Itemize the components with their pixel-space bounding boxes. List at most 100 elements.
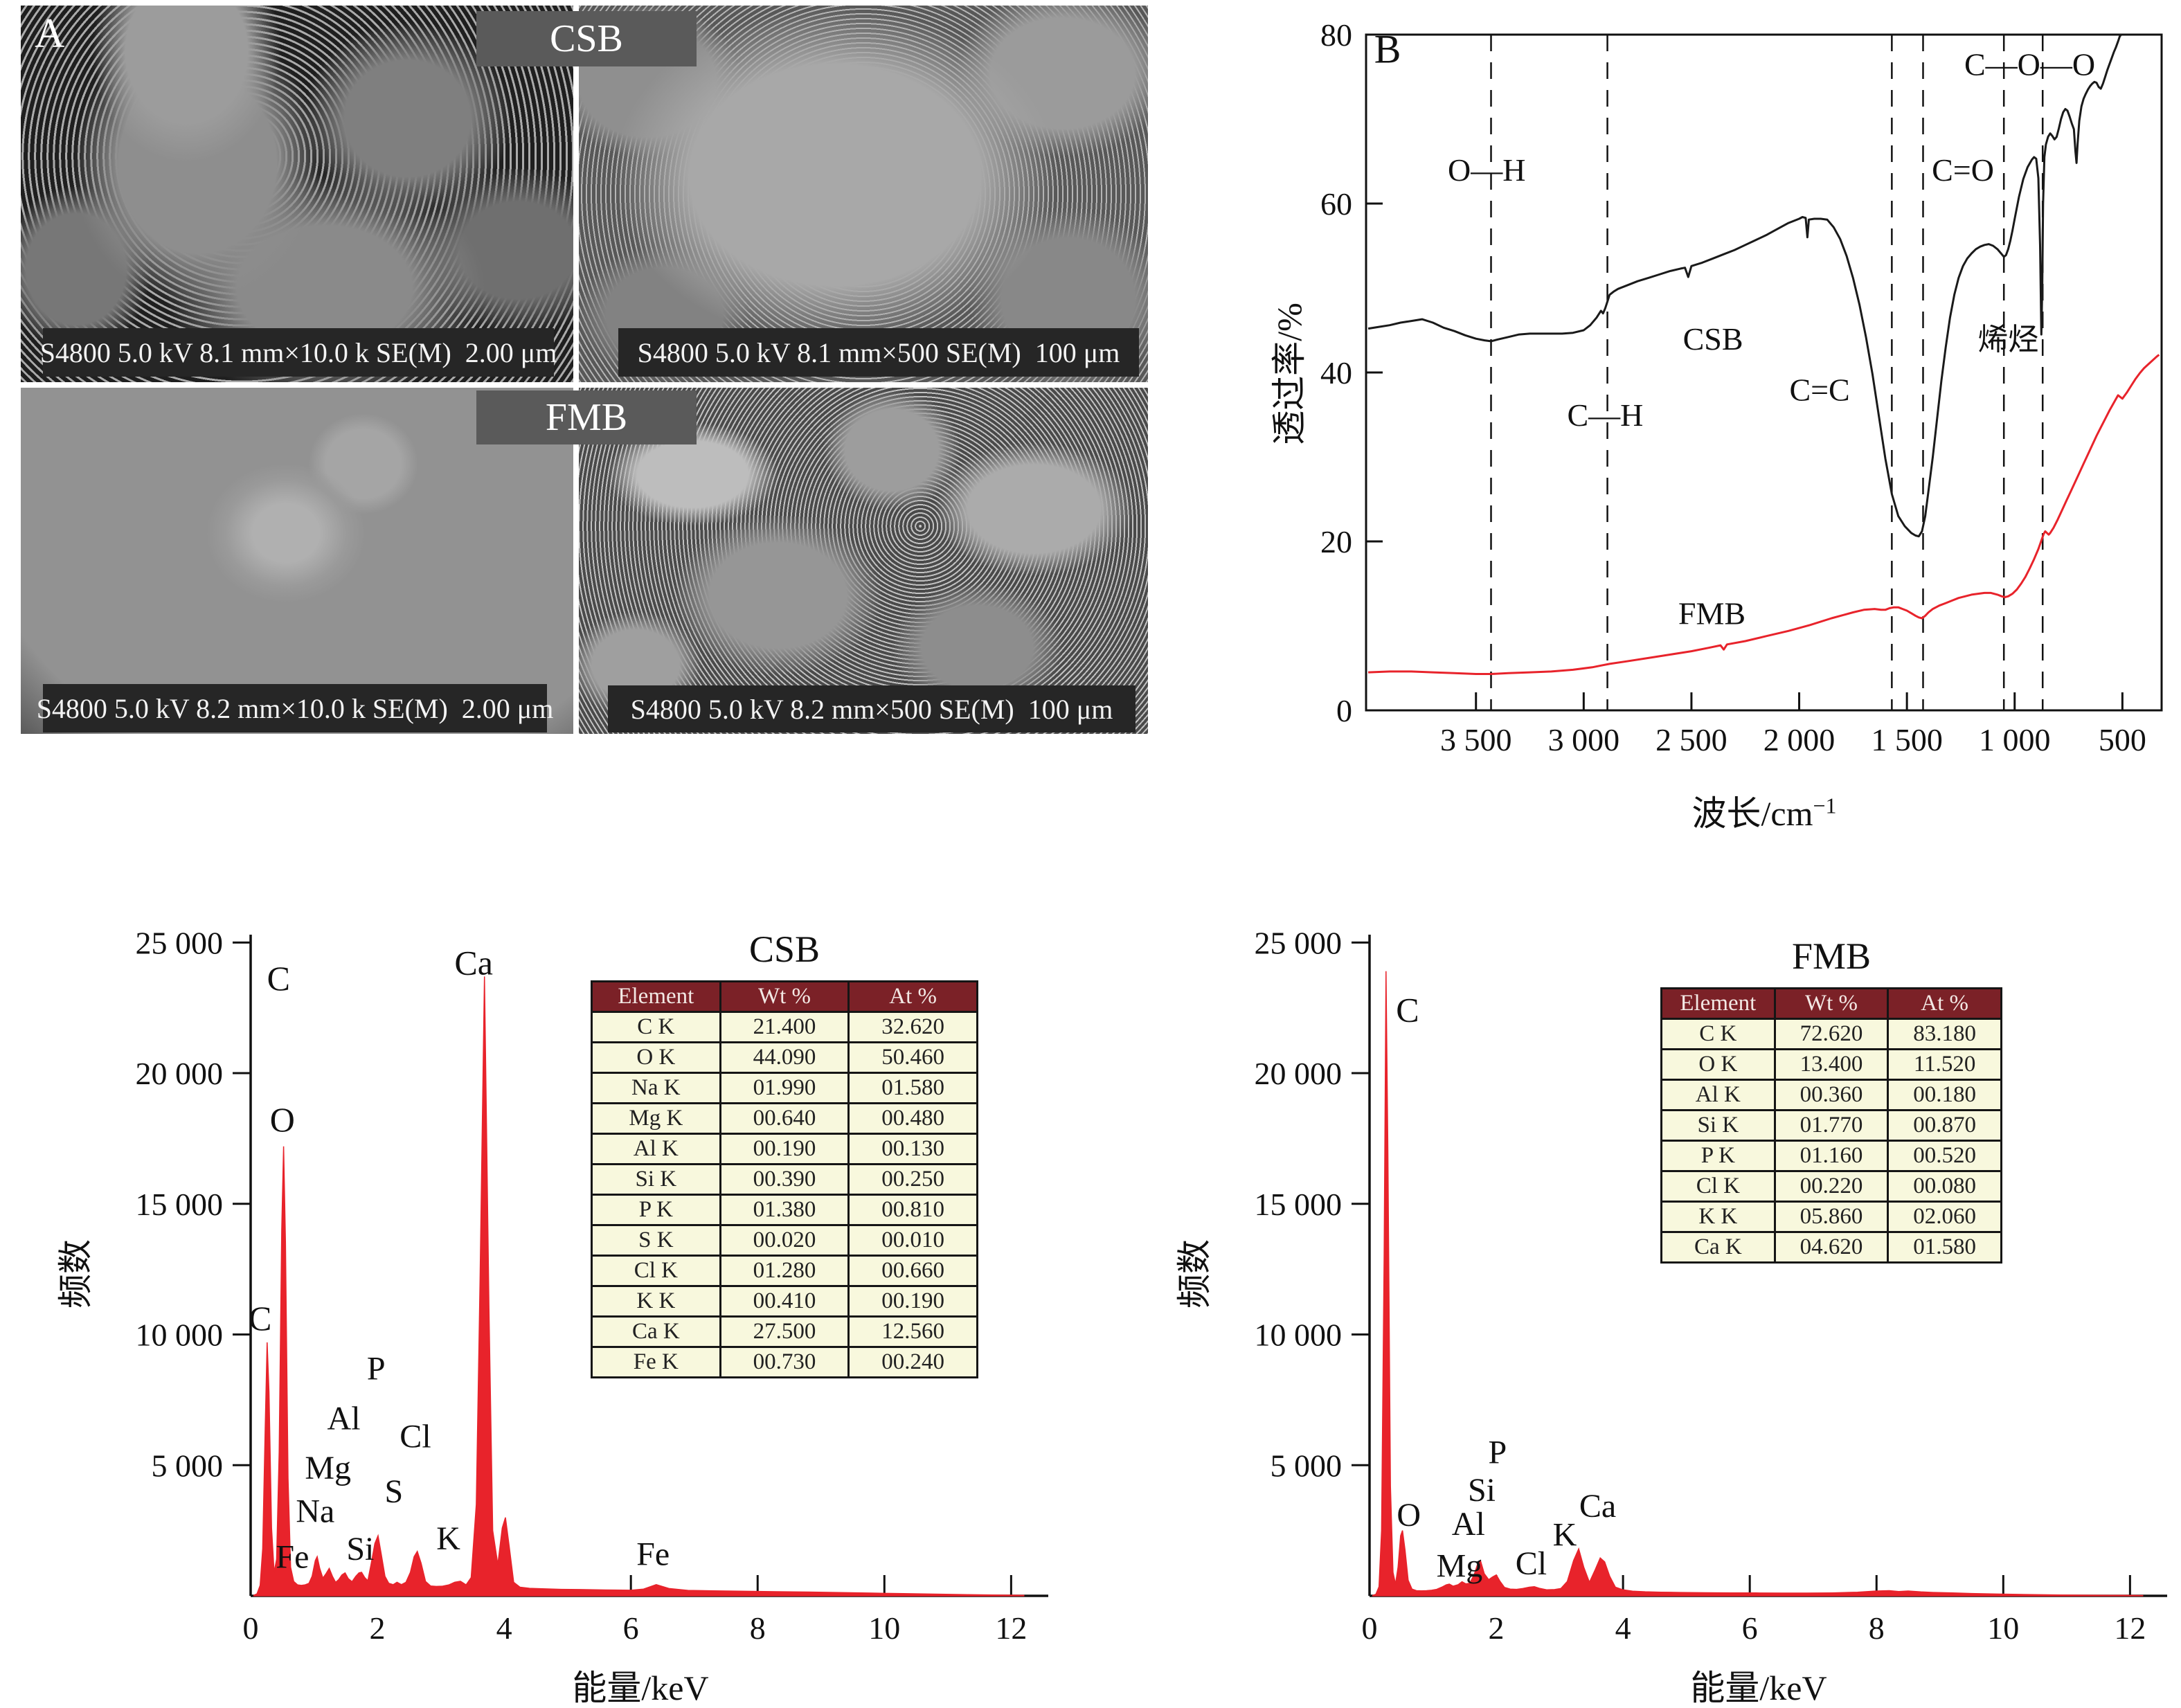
table-cell: 00.080 xyxy=(1887,1170,2002,1203)
element-label-Mg: Mg xyxy=(305,1450,351,1486)
element-label-Al: Al xyxy=(1452,1506,1485,1543)
table-cell: 02.060 xyxy=(1887,1201,2002,1233)
table-cell: 00.240 xyxy=(847,1346,978,1378)
table-row: Ca K 27.500 12.560 xyxy=(591,1315,978,1348)
table-row: Si K 01.770 00.870 xyxy=(1660,1109,2002,1142)
table-row: C K 21.400 32.620 xyxy=(591,1011,978,1043)
element-label-C: C xyxy=(267,959,290,998)
table-header-row: Element Wt % At % xyxy=(1660,987,2002,1020)
y-tick-label: 0 xyxy=(1336,693,1352,728)
table-row: Ca K 04.620 01.580 xyxy=(1660,1231,2002,1264)
group-label-fmb: FMB xyxy=(476,390,697,444)
x-tick-label: 2 xyxy=(1489,1610,1505,1646)
table-cell: 21.400 xyxy=(719,1011,850,1043)
eds-fmb-x-axis-title: 能量/keV xyxy=(1690,1669,1827,1707)
spectrum-curve-fmb xyxy=(1368,354,2160,675)
table-cell: 01.280 xyxy=(719,1255,850,1287)
table-cell: 13.400 xyxy=(1773,1048,1890,1081)
element-label-O: O xyxy=(1397,1497,1421,1534)
table-cell: 00.410 xyxy=(719,1285,850,1318)
table-cell: 01.770 xyxy=(1773,1109,1890,1142)
table-row: Cl K 01.280 00.660 xyxy=(591,1255,978,1287)
table-cell: Al K xyxy=(591,1133,721,1165)
eds-csb-table-wrap: CSB Element Wt % At % C K 21.400 32.620 O K 44.… xyxy=(591,928,978,1378)
x-tick-label: 1 000 xyxy=(1979,722,2051,757)
x-tick-label: 6 xyxy=(623,1610,639,1646)
eds-csb-table: Element Wt % At % C K 21.400 32.620 O K 44.090 5… xyxy=(591,980,978,1378)
y-tick-label: 15 000 xyxy=(1255,1187,1343,1222)
table-row: C K 72.620 83.180 xyxy=(1660,1018,2002,1050)
table-cell: C K xyxy=(1660,1018,1776,1050)
annotation-C—H: C—H xyxy=(1567,397,1643,433)
table-cell: Ca K xyxy=(1660,1231,1776,1264)
table-row: Mg K 00.640 00.480 xyxy=(591,1102,978,1135)
table-row: Cl K 00.220 00.080 xyxy=(1660,1170,2002,1203)
table-header-cell: At % xyxy=(847,980,978,1013)
table-cell: 01.380 xyxy=(719,1194,850,1226)
group-label-csb: CSB xyxy=(476,11,697,66)
table-row: P K 01.380 00.810 xyxy=(591,1194,978,1226)
element-label-S: S xyxy=(385,1473,404,1510)
y-tick-label: 5 000 xyxy=(1271,1448,1343,1483)
element-label-C: C xyxy=(1396,990,1419,1029)
y-tick-label: 15 000 xyxy=(136,1187,224,1222)
element-label-Al: Al xyxy=(327,1400,361,1437)
table-cell: Fe K xyxy=(591,1346,721,1378)
table-row: S K 00.020 00.010 xyxy=(591,1224,978,1257)
y-tick-label: 60 xyxy=(1320,186,1352,222)
table-cell: 44.090 xyxy=(719,1041,850,1074)
table-cell: 50.460 xyxy=(847,1041,978,1074)
element-label-Cl: Cl xyxy=(1516,1545,1547,1582)
ftir-x-axis-title: 波长/cm−1 xyxy=(1691,786,1836,836)
x-tick-label: 4 xyxy=(1615,1610,1631,1646)
element-label-Cl: Cl xyxy=(400,1419,431,1455)
table-cell: 01.580 xyxy=(1887,1231,2002,1264)
table-cell: O K xyxy=(1660,1048,1776,1081)
table-cell: Al K xyxy=(1660,1079,1776,1111)
table-cell: 01.160 xyxy=(1773,1140,1890,1172)
element-label-K: K xyxy=(436,1520,460,1557)
x-tick-label: 3 500 xyxy=(1440,722,1512,757)
eds-fmb-table-title: FMB xyxy=(1791,935,1872,977)
table-cell: Si K xyxy=(591,1163,721,1196)
x-tick-label: 8 xyxy=(1869,1610,1885,1646)
annotation-FMB: FMB xyxy=(1678,596,1745,631)
table-cell: C K xyxy=(591,1011,721,1043)
table-cell: 83.180 xyxy=(1887,1018,2002,1050)
spectrum-area xyxy=(253,976,1025,1597)
table-row: Fe K 00.730 00.240 xyxy=(591,1346,978,1378)
table-cell: 00.480 xyxy=(847,1102,978,1135)
table-cell: 00.130 xyxy=(847,1133,978,1165)
x-tick-label: 4 xyxy=(496,1610,512,1646)
annotation-C—O—O: C—O—O xyxy=(1964,47,2095,82)
table-cell: Ca K xyxy=(591,1315,721,1348)
element-label-Fe: Fe xyxy=(276,1538,309,1575)
y-tick-label: 20 000 xyxy=(136,1056,224,1091)
sem-image-fmb-500 xyxy=(579,388,1148,734)
table-row: Al K 00.190 00.130 xyxy=(591,1133,978,1165)
element-label-Si: Si xyxy=(1468,1472,1496,1509)
table-cell: 00.180 xyxy=(1887,1079,2002,1111)
annotation-CSB: CSB xyxy=(1683,321,1743,357)
table-cell: 72.620 xyxy=(1773,1018,1890,1050)
table-row: P K 01.160 00.520 xyxy=(1660,1140,2002,1172)
y-tick-label: 25 000 xyxy=(136,925,224,960)
table-cell: 00.190 xyxy=(719,1133,850,1165)
x-tick-label: 2 500 xyxy=(1655,722,1727,757)
table-cell: 12.560 xyxy=(847,1315,978,1348)
table-cell: K K xyxy=(591,1285,721,1318)
table-header-cell: Element xyxy=(591,980,721,1013)
table-cell: P K xyxy=(1660,1140,1776,1172)
panel-a-letter: A xyxy=(35,10,65,56)
sem-caption-fmb-10k: S4800 5.0 kV 8.2 mm×10.0 k SE(M) 2.00 μm xyxy=(37,684,553,732)
x-tick-label: 0 xyxy=(1362,1610,1378,1646)
table-cell: 00.390 xyxy=(719,1163,850,1196)
table-cell: 00.250 xyxy=(847,1163,978,1196)
element-label-K: K xyxy=(1553,1516,1577,1553)
sem-image-csb-10k xyxy=(21,6,573,382)
table-cell: 04.620 xyxy=(1773,1231,1890,1264)
table-row: Na K 01.990 01.580 xyxy=(591,1072,978,1104)
table-header-cell: Wt % xyxy=(1773,987,1890,1020)
table-cell: 00.190 xyxy=(847,1285,978,1318)
table-header-cell: Element xyxy=(1660,987,1776,1020)
